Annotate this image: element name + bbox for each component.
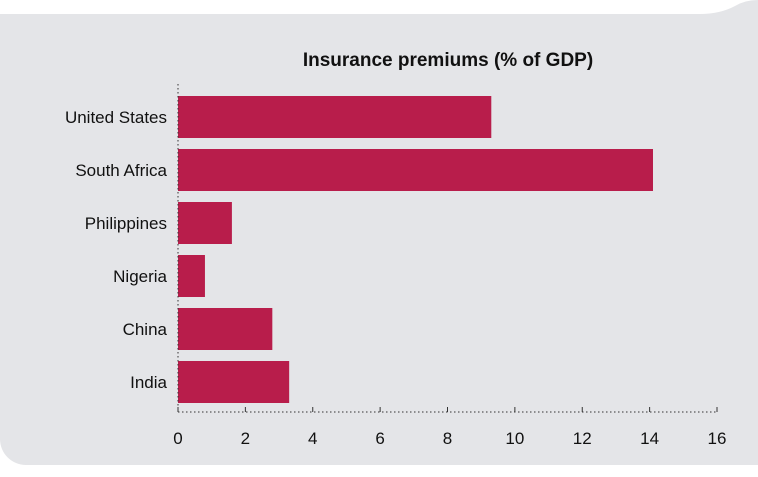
x-tick-label: 16 xyxy=(708,429,727,448)
bar-philippines xyxy=(178,202,232,244)
bar-united-states xyxy=(178,96,492,138)
x-tick-label: 8 xyxy=(443,429,452,448)
bar-nigeria xyxy=(178,255,205,297)
category-label: South Africa xyxy=(75,161,167,180)
bars-group xyxy=(178,96,653,403)
axes-group xyxy=(177,84,718,413)
x-tick-label: 6 xyxy=(375,429,384,448)
bar-india xyxy=(178,361,290,403)
category-label: China xyxy=(123,320,168,339)
category-label: Nigeria xyxy=(113,267,167,286)
category-labels: United States South Africa Philippines Nige… xyxy=(65,108,168,392)
x-tick-label: 4 xyxy=(308,429,317,448)
x-tick-label: 12 xyxy=(573,429,592,448)
category-label: India xyxy=(130,373,167,392)
x-tick-label: 2 xyxy=(241,429,250,448)
category-label: United States xyxy=(65,108,167,127)
bar-south-africa xyxy=(178,149,653,191)
x-tick-label: 0 xyxy=(173,429,182,448)
category-label: Philippines xyxy=(85,214,167,233)
chart-panel xyxy=(0,0,758,465)
x-tick-label: 14 xyxy=(640,429,659,448)
chart-title: Insurance premiums (% of GDP) xyxy=(303,50,593,71)
x-tick-label: 10 xyxy=(505,429,524,448)
bar-china xyxy=(178,308,273,350)
tick-labels: 0 2 4 6 8 10 12 14 16 xyxy=(173,429,726,448)
